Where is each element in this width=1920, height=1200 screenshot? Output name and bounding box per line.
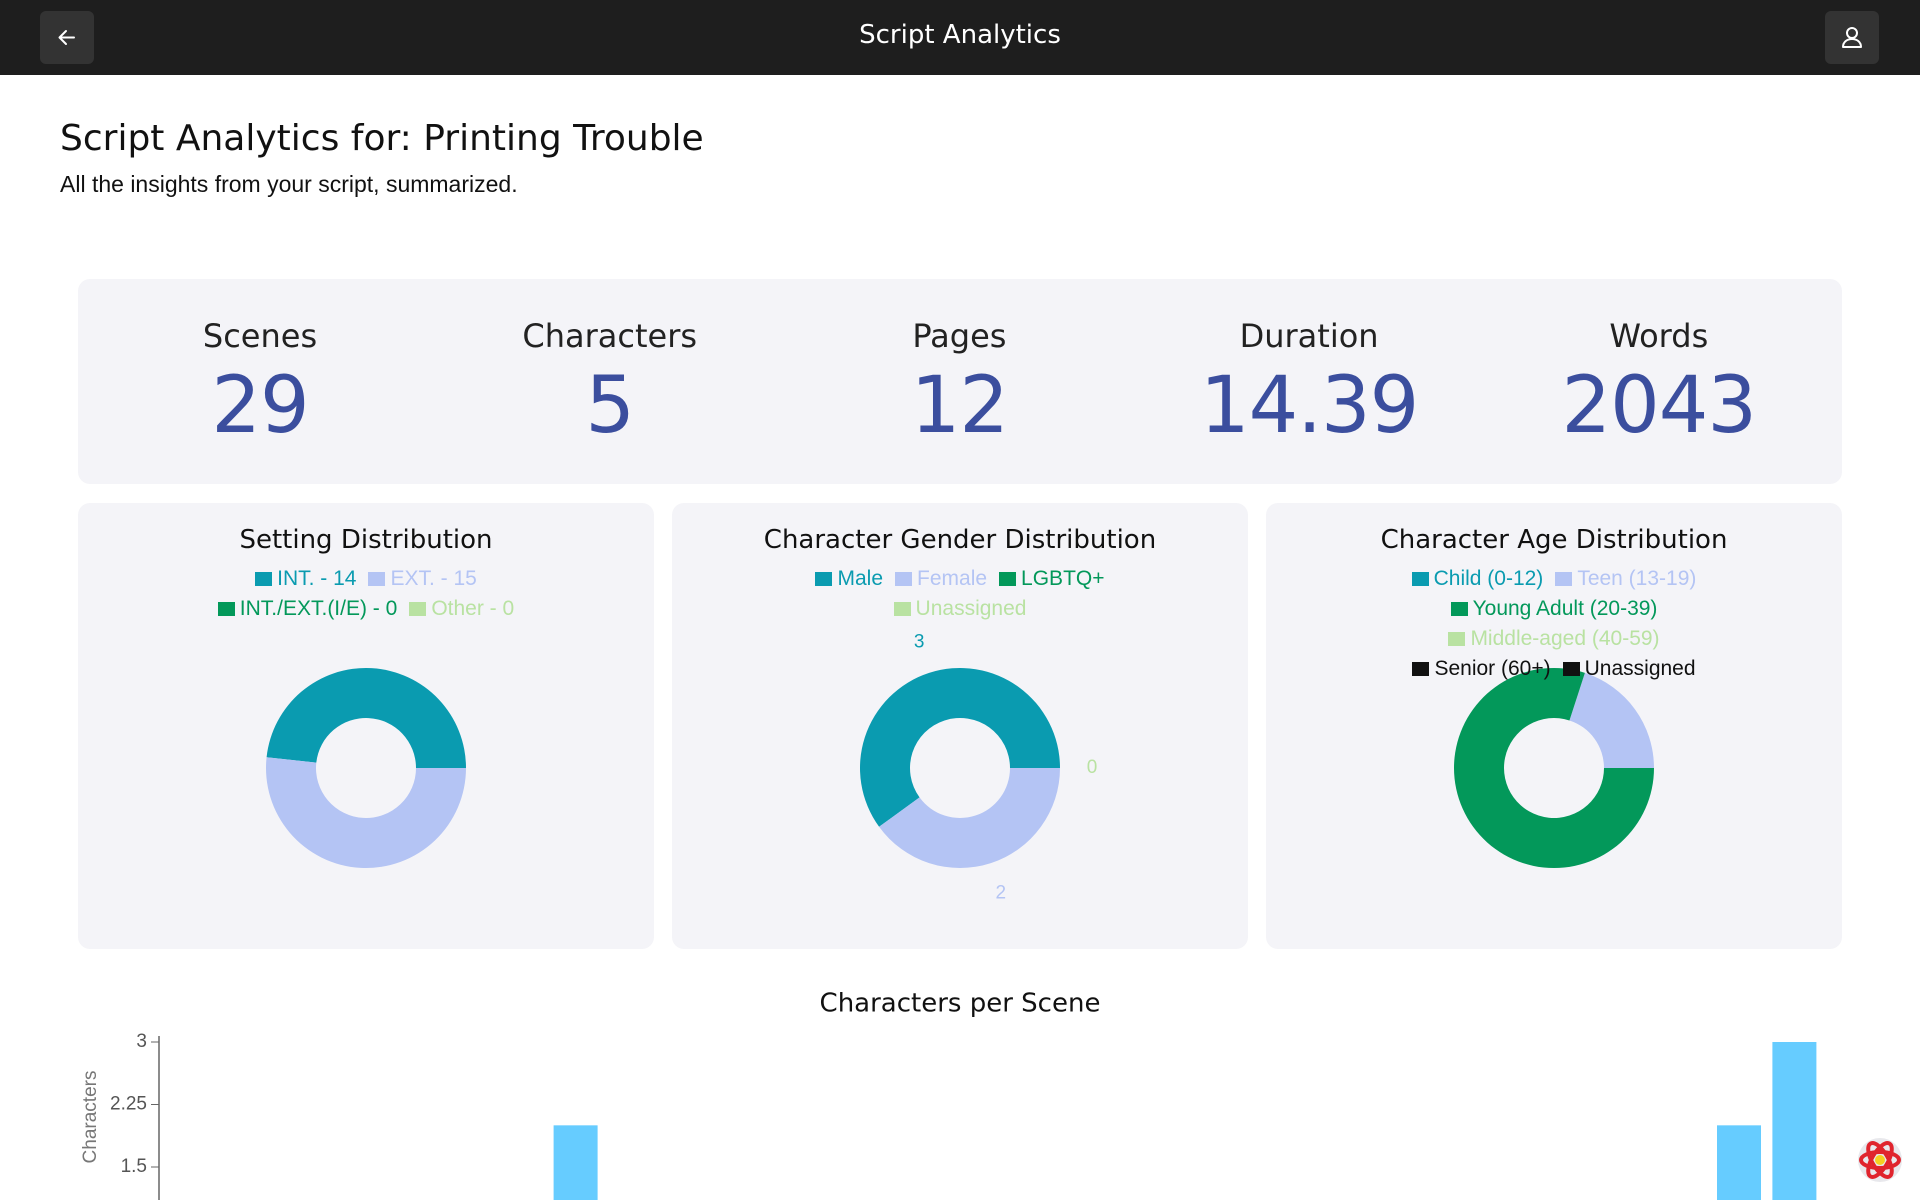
legend-item: Child (0-12) [1411, 567, 1544, 591]
bar [553, 1125, 598, 1200]
legend-label: INT./EXT.(I/E) - 0 [239, 597, 398, 620]
stat-value: 12 [910, 361, 1009, 451]
chart-card: Character Age Distribution Child (0-12) Te… [1266, 503, 1842, 949]
legend-label: Unassigned [1584, 657, 1696, 680]
legend-swatch [1411, 572, 1429, 586]
stat-value: 14.39 [1199, 361, 1419, 451]
legend-swatch [893, 602, 911, 616]
pie-slice [879, 768, 1060, 868]
legend-swatch [255, 572, 273, 586]
pie-slice [1454, 668, 1654, 868]
top-bar: Script Analytics [0, 0, 1920, 75]
legend-label: Young Adult (20-39) [1472, 597, 1658, 620]
legend-label: Senior (60+) [1434, 657, 1551, 680]
back-icon [58, 30, 75, 45]
legend-label: Child (0-12) [1433, 567, 1544, 590]
data-label: 0 [1087, 757, 1098, 778]
stat: Pages 12 [789, 317, 1129, 451]
legend-label: Male [837, 567, 884, 590]
y-axis-label: Characters [80, 1071, 101, 1164]
legend-item: Young Adult (20-39) [1450, 597, 1658, 621]
stat-label: Pages [912, 317, 1007, 355]
chart-title: Character Age Distribution [1380, 525, 1728, 555]
stat: Duration 14.39 [1139, 317, 1479, 451]
legend-label: LGBTQ+ [1021, 567, 1105, 590]
legend-item: Unassigned [893, 597, 1027, 621]
data-label: 3 [914, 631, 925, 652]
chart-title: Characters per Scene [820, 989, 1101, 1019]
legend-item: Male [815, 567, 883, 591]
legend-label: Other - 0 [431, 597, 515, 620]
legend-label: Middle-aged (40-59) [1470, 627, 1660, 650]
legend-swatch [1448, 632, 1466, 646]
app-title: Script Analytics [859, 20, 1061, 50]
page-subtitle: All the insights from your script, summa… [60, 171, 518, 197]
legend-swatch [895, 572, 913, 586]
react-devtools-icon[interactable] [1858, 1138, 1902, 1182]
legend-item: LGBTQ+ [999, 567, 1105, 591]
donut-chart [1454, 668, 1654, 868]
legend: INT. - 14 EXT. - 15 INT./EXT.(I/E) - 0 Othe… [216, 567, 516, 621]
legend-label: Female [917, 567, 988, 590]
donut-chart [266, 667, 466, 868]
legend-item: Senior (60+) [1412, 657, 1551, 681]
chart-title: Character Gender Distribution [763, 525, 1157, 555]
legend-swatch [815, 572, 833, 586]
legend-swatch [1562, 662, 1580, 676]
legend-label: Teen (13-19) [1577, 567, 1697, 590]
data-label: 2 [996, 883, 1007, 904]
legend-label: Unassigned [915, 597, 1027, 620]
legend-item: Female [895, 567, 987, 591]
bar [1717, 1125, 1761, 1200]
back-button[interactable] [40, 11, 94, 64]
pie-slice [266, 757, 466, 868]
stats-card: Scenes 29 Characters 5 Pages 12 Duration 14.39 W… [78, 279, 1842, 484]
page-title: Script Analytics for: Printing Trouble [60, 118, 704, 159]
legend-swatch [999, 572, 1017, 586]
legend-label: INT. - 14 [277, 567, 357, 590]
legend-item: INT./EXT.(I/E) - 0 [217, 597, 398, 621]
stat-label: Characters [522, 317, 698, 355]
chart-card: Character Gender Distribution 3 2 0 Male Fema… [672, 503, 1248, 949]
legend-swatch [1412, 662, 1430, 676]
legend-swatch [409, 602, 427, 616]
legend-item: Middle-aged (40-59) [1448, 627, 1660, 651]
stat-label: Scenes [202, 317, 318, 355]
pie-slice [860, 668, 1060, 827]
stat-value: 29 [211, 361, 309, 451]
legend-item: EXT. - 15 [368, 567, 477, 591]
legend-swatch [217, 602, 235, 616]
stat: Words 2043 [1489, 317, 1829, 451]
stat-value: 5 [585, 361, 635, 451]
y-tick-label: 3 [136, 1031, 147, 1052]
user-icon [1842, 27, 1862, 48]
stat-value: 2043 [1561, 361, 1758, 451]
pie-slice [266, 667, 466, 768]
stat: Scenes 29 [90, 317, 430, 451]
y-tick-label: 2.25 [110, 1094, 147, 1115]
legend: Child (0-12) Teen (13-19) Young Adult (20-… [1404, 567, 1704, 681]
legend-item: INT. - 14 [255, 567, 356, 591]
legend-item: Teen (13-19) [1555, 567, 1696, 591]
pie-slice [1569, 672, 1654, 768]
legend-swatch [1450, 602, 1468, 616]
user-button[interactable] [1825, 11, 1879, 64]
chart-title: Setting Distribution [239, 525, 493, 555]
stat-label: Words [1609, 317, 1709, 355]
donut-chart: 3 2 0 [860, 631, 1098, 904]
legend-item: Unassigned [1562, 657, 1696, 681]
chart-card: Setting Distribution INT. - 14 EXT. - 15 IN… [78, 503, 654, 949]
legend-swatch [368, 572, 386, 586]
legend-item: Other - 0 [409, 597, 514, 621]
bar [1772, 1042, 1817, 1200]
legend-swatch [1555, 572, 1573, 586]
stat: Characters 5 [440, 317, 780, 451]
legend: Male Female LGBTQ+ Unassigned [810, 567, 1110, 621]
stat-label: Duration [1239, 317, 1379, 355]
y-tick-label: 1.5 [121, 1156, 147, 1177]
legend-label: EXT. - 15 [390, 567, 477, 590]
